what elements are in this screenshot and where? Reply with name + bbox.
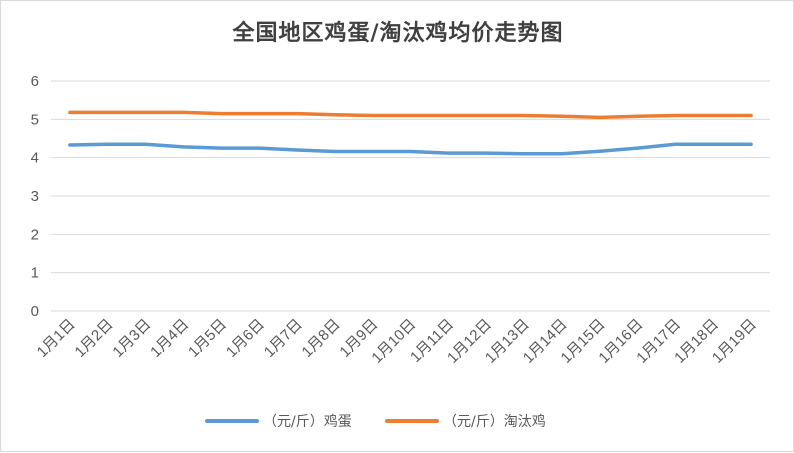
x-tick-label: 1月2日: [72, 316, 117, 361]
y-tick-label: 4: [31, 150, 39, 167]
x-tick-label: 1月4日: [147, 316, 192, 361]
data-point: [68, 143, 72, 147]
y-tick-label: 1: [31, 265, 39, 282]
data-point: [673, 142, 677, 146]
data-point: [711, 142, 715, 146]
data-point: [106, 142, 110, 146]
y-tick-label: 3: [31, 188, 39, 205]
data-point: [409, 150, 412, 154]
legend-label: （元/斤）淘汰鸡: [443, 413, 546, 430]
y-tick-label: 6: [31, 73, 39, 90]
data-point: [219, 146, 223, 150]
data-point: [333, 113, 337, 117]
data-point: [257, 146, 261, 150]
x-tick-label: 1月5日: [185, 316, 230, 361]
data-point: [333, 150, 337, 154]
legend-label: （元/斤）鸡蛋: [263, 413, 352, 430]
data-point: [484, 151, 488, 155]
y-axis-tick-labels: 0 1 2 3 4 5 6: [31, 73, 39, 320]
data-point: [219, 112, 223, 116]
gridlines: [51, 80, 770, 312]
data-point: [560, 152, 564, 156]
series-lines: [68, 110, 753, 156]
x-axis-tick-labels: 1月1日1月2日1月3日1月4日1月5日1月6日1月7日1月8日1月9日1月10…: [34, 316, 760, 367]
data-point: [144, 110, 148, 114]
data-point: [711, 114, 715, 117]
legend: （元/斤）鸡蛋 （元/斤）淘汰鸡: [205, 413, 546, 430]
data-point: [106, 110, 110, 114]
data-point: [560, 114, 564, 118]
data-point: [409, 114, 412, 117]
x-tick-label: 1月1日: [34, 316, 79, 361]
data-point: [446, 151, 450, 155]
x-tick-label: 1月6日: [223, 316, 268, 361]
data-point: [598, 149, 602, 153]
data-point: [257, 112, 261, 116]
x-tick-label: 1月8日: [299, 316, 344, 361]
data-point: [598, 115, 602, 119]
data-point: [181, 145, 185, 149]
data-point: [636, 114, 640, 118]
data-point: [522, 114, 526, 117]
data-point: [295, 112, 299, 116]
data-point: [295, 148, 299, 152]
data-point: [484, 114, 488, 117]
x-tick-label: 1月3日: [109, 316, 154, 361]
y-tick-label: 5: [31, 111, 39, 128]
data-point: [749, 114, 753, 117]
data-point: [371, 114, 375, 117]
data-point: [673, 114, 677, 117]
x-tick-label: 1月7日: [261, 316, 306, 361]
data-point: [636, 146, 640, 150]
data-point: [446, 114, 450, 117]
y-tick-label: 2: [31, 226, 39, 243]
data-point: [144, 142, 148, 146]
data-point: [522, 152, 526, 156]
data-point: [371, 150, 375, 154]
y-tick-label: 0: [31, 303, 39, 320]
data-point: [68, 110, 72, 114]
chart-title: 全国地区鸡蛋/淘汰鸡均价走势图: [232, 21, 564, 46]
data-point: [749, 142, 753, 146]
data-point: [181, 110, 185, 114]
